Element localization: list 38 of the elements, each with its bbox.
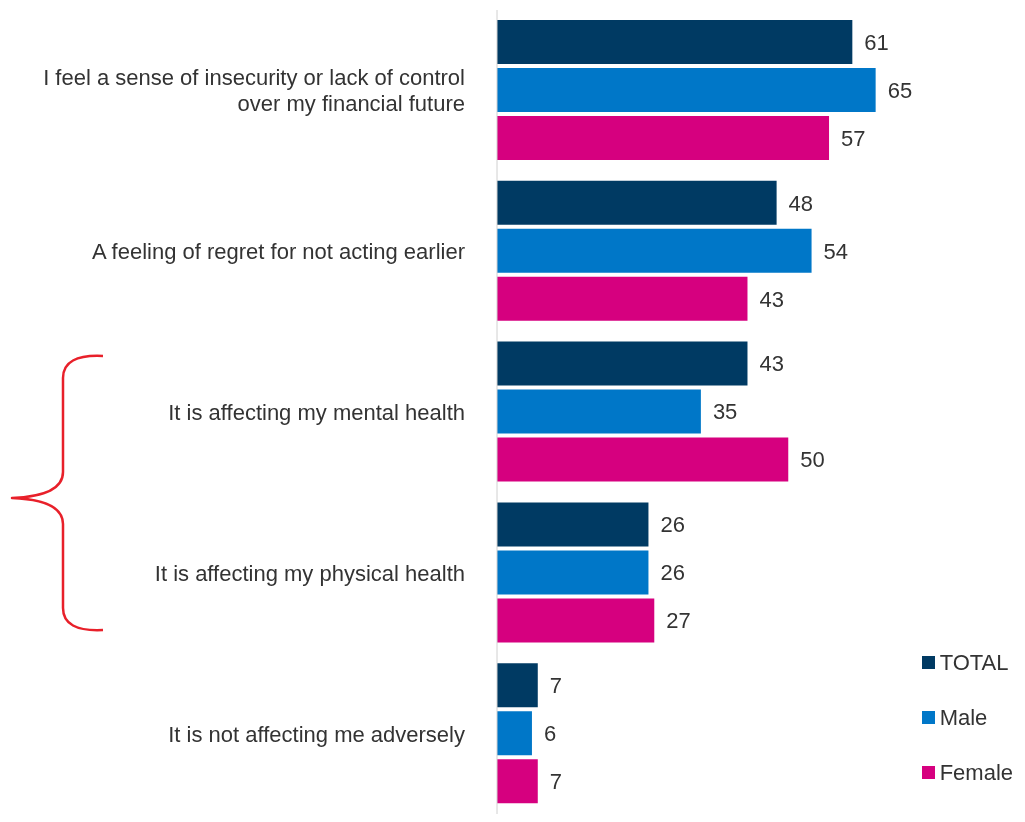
bar xyxy=(497,550,649,595)
y-tick-label: It is affecting my physical health xyxy=(154,560,465,586)
bar xyxy=(497,68,876,112)
data-label: 26 xyxy=(660,512,685,538)
bar xyxy=(497,598,655,643)
bar xyxy=(497,228,812,273)
legend-label: Male xyxy=(939,704,988,731)
data-label: 65 xyxy=(887,77,913,103)
data-label: 54 xyxy=(823,238,849,264)
data-label: 6 xyxy=(543,721,557,747)
legend-label: TOTAL xyxy=(939,649,1009,676)
y-tick-label: I feel a sense of insecurity or lack of control over my financial future xyxy=(43,64,465,116)
bar xyxy=(497,341,748,386)
data-label: 35 xyxy=(712,399,738,425)
y-tick-label: It is not affecting me adversely xyxy=(168,721,465,747)
bar xyxy=(497,711,532,756)
bar xyxy=(497,389,701,434)
bar xyxy=(497,116,830,160)
data-label: 43 xyxy=(759,286,784,312)
bar xyxy=(497,20,853,64)
bar xyxy=(497,437,789,482)
bar xyxy=(497,180,777,225)
bar xyxy=(497,759,538,804)
bar xyxy=(497,276,748,321)
data-label: 7 xyxy=(549,769,563,795)
y-tick-label: It is affecting my mental health xyxy=(168,399,465,425)
y-tick-label: A feeling of regret for not acting earlier xyxy=(92,238,465,264)
data-label: 61 xyxy=(864,29,889,55)
data-label: 57 xyxy=(841,125,866,151)
data-label: 48 xyxy=(788,190,814,216)
bar xyxy=(497,663,538,708)
data-label: 7 xyxy=(549,673,563,699)
data-label: 43 xyxy=(759,351,784,377)
data-label: 26 xyxy=(660,560,685,586)
bar xyxy=(497,502,649,547)
data-label: 50 xyxy=(800,447,825,473)
data-label: 27 xyxy=(666,608,691,634)
legend-label: Female xyxy=(939,759,1013,786)
